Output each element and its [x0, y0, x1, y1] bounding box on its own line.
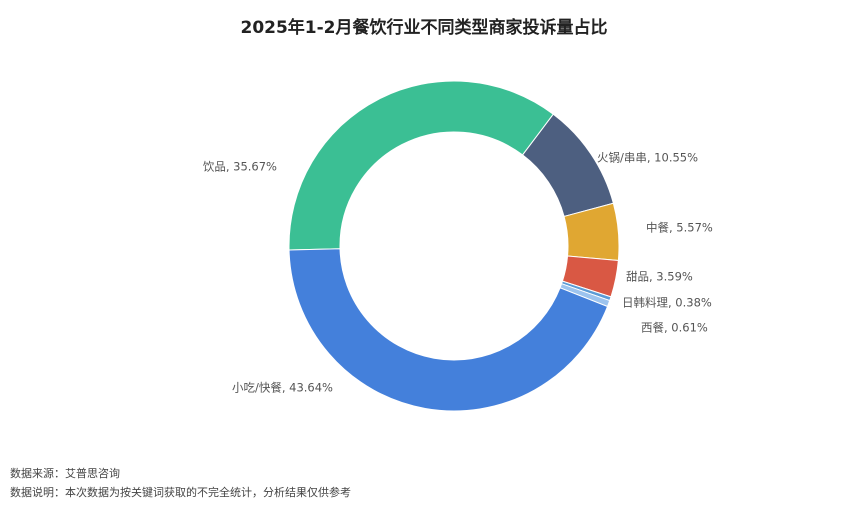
slice-label: 火锅/串串, 10.55% — [597, 151, 698, 165]
chart-title: 2025年1-2月餐饮行业不同类型商家投诉量占比 — [240, 17, 607, 38]
footnote: 数据来源：艾普思咨询 — [10, 466, 120, 480]
slice-label: 小吃/快餐, 43.64% — [232, 381, 333, 395]
donut-slice — [288, 80, 554, 251]
slice-label: 饮品, 35.67% — [203, 160, 277, 174]
slice-label: 日韩料理, 0.38% — [622, 296, 712, 310]
slice-label: 甜品, 3.59% — [626, 270, 693, 284]
slice-label: 西餐, 0.61% — [641, 321, 708, 335]
donut-slice — [288, 248, 609, 412]
slice-label: 中餐, 5.57% — [646, 221, 713, 235]
footnote: 数据说明：本次数据为按关键词获取的不完全统计，分析结果仅供参考 — [10, 485, 351, 499]
